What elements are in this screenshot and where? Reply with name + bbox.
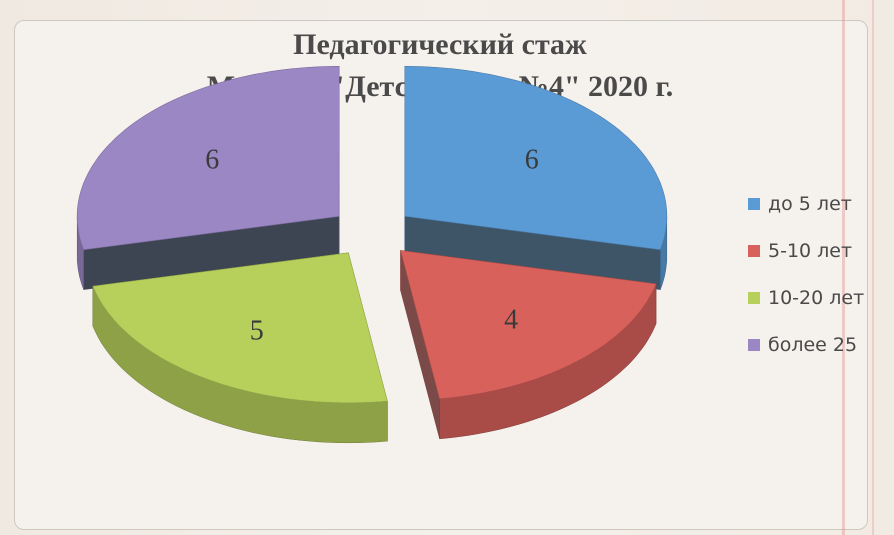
chart-title-line-1: Педагогический стаж xyxy=(293,28,587,61)
pie-slice-0-top xyxy=(404,65,668,251)
legend-item-0: до 5 лет xyxy=(748,180,864,227)
legend-item-3: более 25 xyxy=(748,321,864,368)
legend-swatch-0 xyxy=(748,197,760,210)
legend-item-2: 10-20 лет xyxy=(748,274,864,321)
pie-slice-1-top xyxy=(400,250,657,400)
pie-slice-1: 4 xyxy=(400,250,657,440)
pie-slice-3-top xyxy=(76,65,340,251)
legend-label-2: 10-20 лет xyxy=(768,286,865,309)
legend-label-0: до 5 лет xyxy=(768,192,852,215)
pie-data-label-1: 4 xyxy=(504,305,518,336)
pie-slice-2-top xyxy=(92,252,388,404)
pie-slice-2: 5 xyxy=(92,252,388,444)
legend-label-1: 5-10 лет xyxy=(768,239,853,262)
legend-item-1: 5-10 лет xyxy=(748,227,864,274)
pie-slice-3: 6 xyxy=(76,65,340,290)
legend-label-3: более 25 xyxy=(768,333,858,356)
legend-swatch-2 xyxy=(748,291,760,304)
legend-swatch-1 xyxy=(748,244,760,257)
legend: до 5 лет 5-10 лет 10-20 лет более 25 xyxy=(748,180,864,368)
pie-data-label-2: 5 xyxy=(250,316,264,347)
pie-data-label-3: 6 xyxy=(205,144,219,175)
pie-slice-0: 6 xyxy=(404,65,668,290)
pie-data-label-0: 6 xyxy=(525,144,539,175)
margin-line xyxy=(842,0,845,535)
margin-line-2 xyxy=(872,0,874,535)
legend-swatch-3 xyxy=(748,338,760,351)
